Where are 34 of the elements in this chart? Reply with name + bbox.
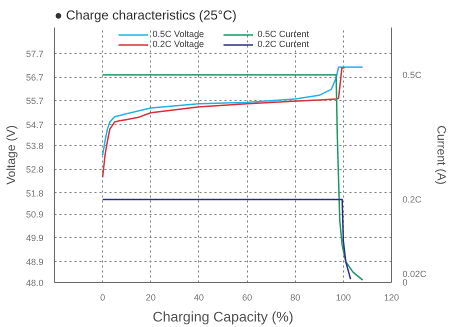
y2-tick-label: 0 <box>402 278 408 288</box>
y-tick-label: 52.8 <box>26 164 44 175</box>
y-tick-label: 57.7 <box>26 48 44 59</box>
y-tick-label: 50.9 <box>26 210 44 220</box>
x-tick-label: 60 <box>242 292 252 302</box>
x-tick-label: 100 <box>336 292 351 302</box>
x-tick-label: 0 <box>100 292 106 302</box>
y-tick-label: 48.0 <box>26 278 44 288</box>
legend-label: 0.2C Voltage <box>152 39 206 49</box>
y-tick-label: 49.9 <box>26 233 44 244</box>
y2-tick-label: 0.5C <box>402 70 422 80</box>
y-tick-label: 48.9 <box>26 256 44 267</box>
y2-tick-label: 0.02C <box>402 269 428 280</box>
y-tick-label: 56.7 <box>26 72 44 83</box>
y-axis-title: Voltage (V) <box>4 125 18 185</box>
x-tick-label: 20 <box>146 292 156 302</box>
line-series <box>102 67 346 178</box>
y2-tick-label: 0.2C <box>402 194 422 204</box>
line-series <box>102 66 364 156</box>
legend-label: 0.2C Current <box>258 39 310 49</box>
y-tick-label: 54.7 <box>26 120 44 130</box>
y-tick-label: 55.7 <box>26 96 44 106</box>
x-tick-label: 80 <box>290 292 300 302</box>
y-tick-label: 53.8 <box>26 141 44 152</box>
y-tick-label: 51.8 <box>26 188 44 198</box>
legend-label: 0.5C Current <box>258 29 310 39</box>
x-tick-label: 40 <box>194 292 204 302</box>
line-series <box>102 198 352 280</box>
y2-axis-title: Current (A) <box>434 125 449 185</box>
chart-title: ● Charge characteristics (25°C) <box>54 8 237 22</box>
legend-label: 0.5C Voltage <box>152 29 206 39</box>
line-series <box>102 74 364 281</box>
x-axis-title: Charging Capacity (%) <box>152 308 294 324</box>
x-tick-label: 120 <box>384 292 400 302</box>
